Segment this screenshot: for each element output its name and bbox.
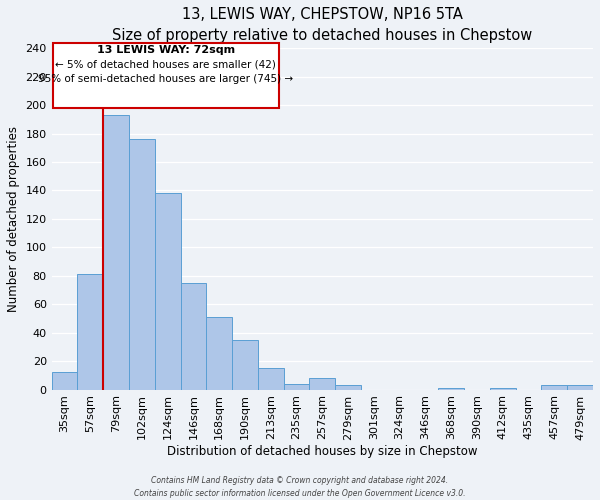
Bar [232, 340, 258, 390]
Bar [284, 384, 310, 390]
Bar [206, 317, 232, 390]
Bar [258, 368, 284, 390]
FancyBboxPatch shape [53, 42, 278, 108]
Text: 13 LEWIS WAY: 72sqm: 13 LEWIS WAY: 72sqm [97, 46, 235, 56]
Y-axis label: Number of detached properties: Number of detached properties [7, 126, 20, 312]
Bar [52, 372, 77, 390]
Bar [335, 385, 361, 390]
Bar [541, 385, 567, 390]
Bar [129, 140, 155, 390]
Text: 95% of semi-detached houses are larger (745) →: 95% of semi-detached houses are larger (… [38, 74, 293, 84]
Bar [439, 388, 464, 390]
Title: 13, LEWIS WAY, CHEPSTOW, NP16 5TA
Size of property relative to detached houses i: 13, LEWIS WAY, CHEPSTOW, NP16 5TA Size o… [112, 7, 532, 43]
Bar [103, 115, 129, 390]
Text: Contains HM Land Registry data © Crown copyright and database right 2024.
Contai: Contains HM Land Registry data © Crown c… [134, 476, 466, 498]
Text: ← 5% of detached houses are smaller (42): ← 5% of detached houses are smaller (42) [55, 60, 276, 70]
X-axis label: Distribution of detached houses by size in Chepstow: Distribution of detached houses by size … [167, 445, 478, 458]
Bar [181, 283, 206, 390]
Bar [155, 194, 181, 390]
Bar [490, 388, 516, 390]
Bar [77, 274, 103, 390]
Bar [310, 378, 335, 390]
Bar [567, 385, 593, 390]
